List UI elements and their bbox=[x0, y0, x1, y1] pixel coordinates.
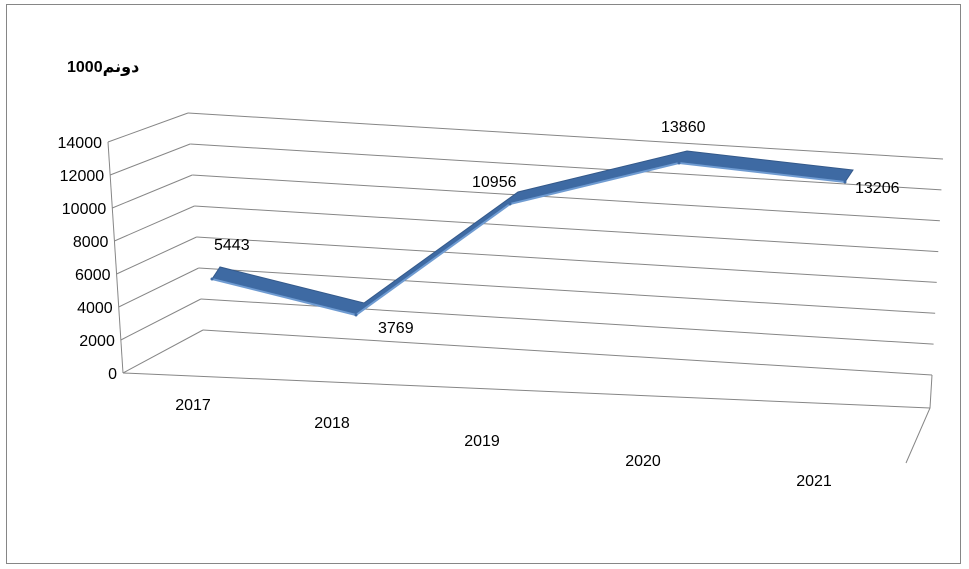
data-labels: 5443 3769 10956 13860 13206 bbox=[214, 119, 900, 337]
floor-right-edge bbox=[905, 374, 933, 464]
gridlines bbox=[107, 112, 944, 376]
x-tick-label: 2018 bbox=[314, 415, 350, 432]
floor bbox=[122, 372, 933, 464]
gridline bbox=[196, 236, 937, 283]
side-gridline bbox=[112, 174, 193, 209]
data-point bbox=[508, 202, 512, 206]
data-label: 13860 bbox=[661, 119, 706, 136]
y-tick-label: 8000 bbox=[73, 234, 109, 251]
x-tick-label: 2020 bbox=[625, 453, 661, 470]
y-axis-ticks: 0 2000 4000 6000 8000 10000 12000 14000 bbox=[58, 135, 118, 383]
gridline bbox=[194, 205, 939, 253]
data-label: 5443 bbox=[214, 237, 250, 254]
side-gridline bbox=[116, 236, 197, 275]
series-ribbon-face bbox=[211, 150, 854, 316]
gridline bbox=[198, 267, 936, 314]
y-tick-label: 12000 bbox=[60, 168, 105, 185]
side-wall-front-edge bbox=[107, 141, 124, 374]
side-gridline bbox=[114, 205, 195, 242]
y-tick-label: 2000 bbox=[79, 333, 115, 350]
data-label: 13206 bbox=[855, 180, 900, 197]
y-tick-label: 10000 bbox=[62, 201, 107, 218]
data-label: 3769 bbox=[378, 320, 414, 337]
y-tick-label: 4000 bbox=[77, 300, 113, 317]
unit-label: 1000دونم bbox=[67, 59, 140, 76]
x-tick-label: 2017 bbox=[175, 397, 211, 414]
x-tick-label: 2019 bbox=[464, 433, 500, 450]
gridline bbox=[190, 143, 942, 191]
data-point bbox=[677, 161, 681, 165]
side-gridline bbox=[109, 143, 191, 176]
x-axis-ticks: 2017 2018 2019 2020 2021 bbox=[175, 397, 832, 490]
data-point bbox=[210, 277, 214, 281]
data-label: 10956 bbox=[472, 174, 517, 191]
gridline bbox=[192, 174, 940, 222]
data-point bbox=[354, 313, 358, 317]
x-tick-label: 2021 bbox=[796, 473, 832, 490]
data-point bbox=[843, 180, 847, 184]
y-tick-label: 6000 bbox=[75, 267, 111, 284]
floor-front-edge bbox=[122, 372, 931, 409]
gridline bbox=[200, 298, 934, 345]
y-tick-label: 0 bbox=[108, 366, 117, 383]
side-gridline bbox=[122, 329, 204, 374]
side-gridline bbox=[120, 298, 202, 341]
series-ribbon bbox=[210, 150, 854, 317]
gridline bbox=[187, 112, 944, 160]
gridline bbox=[202, 329, 933, 376]
y-tick-label: 14000 bbox=[58, 135, 103, 152]
side-gridline bbox=[107, 112, 189, 143]
side-gridline bbox=[118, 267, 199, 308]
back-wall bbox=[107, 141, 124, 374]
